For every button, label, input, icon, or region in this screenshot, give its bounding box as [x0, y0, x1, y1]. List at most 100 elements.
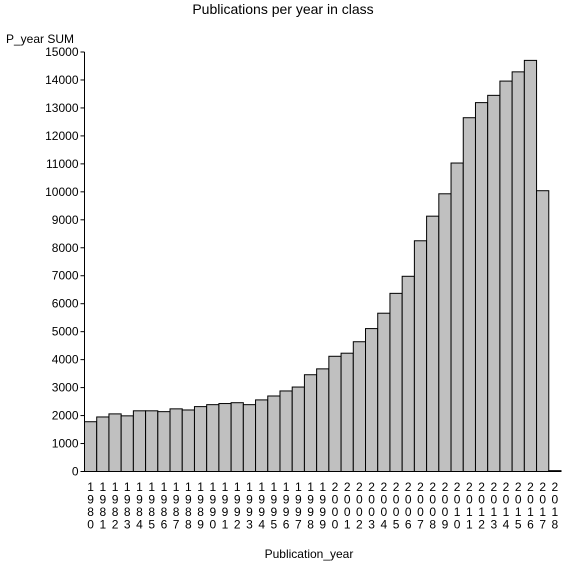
bars	[84, 59, 562, 473]
bar-2002	[352, 341, 367, 473]
bar-1989	[193, 406, 208, 473]
bar-1995	[267, 395, 281, 472]
bar-1981	[96, 416, 110, 472]
y-tick-label: 10000	[45, 185, 79, 199]
bar-1993	[242, 404, 257, 472]
bar-2000	[328, 355, 342, 473]
bar-2013	[487, 94, 501, 473]
bar-1991	[218, 403, 232, 472]
bar-1997	[291, 386, 305, 473]
bar-2008	[426, 215, 440, 472]
bar-1996	[279, 390, 293, 472]
y-tick-label: 0	[72, 465, 79, 479]
y-tick-label: 12000	[45, 129, 79, 143]
y-tick-label: 7000	[52, 269, 79, 283]
bar-2010	[450, 162, 464, 472]
bar-1987	[169, 408, 183, 473]
y-tick-label: 2000	[52, 409, 79, 423]
bar-1984	[132, 410, 147, 473]
y-axis-label: P_year SUM	[6, 32, 74, 46]
bar-2011	[462, 117, 476, 472]
x-axis-ticks: 1 9 8 0 1 9 8 1 1 9 8 2 1 9 8 3 1 9 8 4 1 9 8 5 1 9 8 6 1 9 8 7 1 9 8 8 1 9 8 9…	[87, 480, 558, 532]
bar-1985	[145, 410, 159, 473]
y-tick-label: 11000	[46, 157, 79, 171]
bar-2009	[438, 193, 452, 473]
bar-1998	[303, 374, 318, 472]
y-tick-label: 14000	[45, 73, 79, 87]
bar-2003	[365, 328, 379, 472]
y-tick-label: 5000	[52, 325, 79, 339]
y-axis-ticks: 0 1000 2000 3000 4000 5000 6000 7000 8000 9000 100…	[45, 45, 85, 479]
bar-1999	[316, 368, 330, 472]
bar-1982	[108, 413, 122, 473]
y-tick-label: 8000	[52, 241, 79, 255]
y-tick-label: 1000	[52, 437, 79, 451]
y-tick-label: 9000	[52, 213, 79, 227]
y-tick-label: 3000	[52, 381, 79, 395]
y-tick-label: 13000	[45, 101, 79, 115]
bar-2001	[340, 352, 354, 472]
bar-1980	[84, 421, 98, 472]
bar-2006	[401, 275, 415, 472]
y-tick-label: 15000	[45, 45, 79, 59]
bar-2017	[536, 190, 550, 472]
bar-2015	[511, 71, 525, 473]
bar-1986	[157, 411, 171, 473]
chart-title: Publications per year in class	[192, 1, 373, 17]
bar-2007	[413, 240, 428, 472]
bar-2014	[499, 80, 513, 473]
x-axis-label: Publication_year	[265, 547, 354, 561]
y-tick-label: 4000	[52, 353, 79, 367]
bar-1983	[120, 415, 134, 473]
bar-1990	[206, 404, 220, 472]
bar-2016	[523, 59, 538, 472]
y-tick-label: 6000	[52, 297, 79, 311]
bar-1994	[255, 399, 269, 472]
bar-1992	[230, 402, 244, 472]
bar-2005	[389, 292, 403, 472]
bar-2012	[474, 102, 489, 473]
bar-2004	[377, 312, 391, 473]
bar-1988	[181, 409, 195, 472]
